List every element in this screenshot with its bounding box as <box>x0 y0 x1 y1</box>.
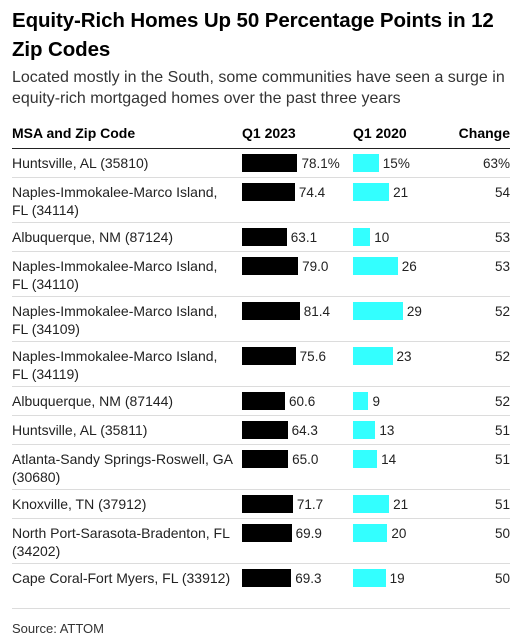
column-header-q1-2023: Q1 2023 <box>242 125 296 141</box>
change-value: 52 <box>494 394 510 409</box>
row-label: North Port-Sarasota-Bradenton, FL (34202… <box>12 525 230 559</box>
value-label-q1-2023: 69.9 <box>295 526 322 541</box>
row-label: Huntsville, AL (35811) <box>12 422 148 438</box>
value-label-q1-2020: 9 <box>372 394 380 409</box>
bar-q1-2023 <box>242 302 300 320</box>
row-label: Albuquerque, NM (87144) <box>12 393 174 409</box>
value-label-q1-2023: 78.1% <box>301 156 340 171</box>
row-label: Naples-Immokalee-Marco Island, FL (34119… <box>12 348 218 382</box>
table-row: Albuquerque, NM (87144) 60.6 9 52 <box>12 387 510 416</box>
bar-q1-2023 <box>242 154 298 172</box>
value-label-q1-2020: 23 <box>396 349 412 364</box>
row-label: Naples-Immokalee-Marco Island, FL (34114… <box>12 184 218 218</box>
bar-q1-2020 <box>353 495 390 513</box>
bar-q1-2023 <box>242 450 289 468</box>
table-row: Knoxville, TN (37912) 71.7 21 51 <box>12 490 510 519</box>
value-label-q1-2023: 69.3 <box>295 571 322 586</box>
column-header-msa: MSA and Zip Code <box>12 125 136 141</box>
change-value: 54 <box>494 185 510 200</box>
row-label: Huntsville, AL (35810) <box>12 155 149 171</box>
value-label-q1-2020: 10 <box>374 230 390 245</box>
bar-q1-2023 <box>242 495 293 513</box>
bar-q1-2023 <box>242 392 286 410</box>
change-value: 63% <box>482 156 510 171</box>
table-body: Huntsville, AL (35810) 78.1% 15% 63% Naples-… <box>12 149 510 609</box>
row-label: Atlanta-Sandy Springs-Roswell, GA (30680… <box>12 451 233 485</box>
chart-title: Equity-Rich Homes Up 50 Percentage Point… <box>12 9 494 61</box>
bar-q1-2023 <box>242 569 292 587</box>
value-label-q1-2023: 79.0 <box>302 259 329 274</box>
row-label: Knoxville, TN (37912) <box>12 496 147 512</box>
change-value: 50 <box>494 526 510 541</box>
change-value: 50 <box>494 571 510 586</box>
bar-q1-2020 <box>353 183 390 201</box>
bar-q1-2020 <box>353 347 393 365</box>
value-label-q1-2023: 63.1 <box>290 230 318 245</box>
source-note: Source: ATTOM <box>12 621 104 636</box>
table-row: North Port-Sarasota-Bradenton, FL (34202… <box>12 519 510 564</box>
change-value: 52 <box>494 349 510 364</box>
bar-q1-2020 <box>353 257 398 275</box>
bar-q1-2020 <box>353 569 386 587</box>
bar-q1-2023 <box>242 257 299 275</box>
value-label-q1-2020: 15% <box>382 156 410 171</box>
table-row: Cape Coral-Fort Myers, FL (33912) 69.3 19 5… <box>12 564 510 609</box>
table-row: Huntsville, AL (35810) 78.1% 15% 63% <box>12 149 510 178</box>
bar-q1-2020 <box>353 524 388 542</box>
bar-q1-2023 <box>242 524 292 542</box>
table-row: Atlanta-Sandy Springs-Roswell, GA (30680… <box>12 445 510 490</box>
bar-q1-2020 <box>353 302 403 320</box>
row-label: Naples-Immokalee-Marco Island, FL (34110… <box>12 258 218 292</box>
change-value: 52 <box>494 304 510 319</box>
table-row: Huntsville, AL (35811) 64.3 13 51 <box>12 416 510 445</box>
value-label-q1-2023: 60.6 <box>289 394 316 409</box>
change-value: 53 <box>494 259 510 274</box>
table-row: Naples-Immokalee-Marco Island, FL (34114… <box>12 178 510 223</box>
value-label-q1-2020: 14 <box>381 452 397 467</box>
bar-q1-2023 <box>242 421 288 439</box>
change-value: 51 <box>494 423 510 438</box>
table-row: Naples-Immokalee-Marco Island, FL (34119… <box>12 342 510 387</box>
bar-q1-2023 <box>242 183 295 201</box>
value-label-q1-2023: 64.3 <box>291 423 318 438</box>
value-label-q1-2020: 21 <box>393 185 409 200</box>
value-label-q1-2020: 26 <box>401 259 417 274</box>
table-row: Naples-Immokalee-Marco Island, FL (34109… <box>12 297 510 342</box>
bar-q1-2020 <box>353 228 371 246</box>
value-label-q1-2020: 29 <box>406 304 422 319</box>
value-label-q1-2023: 75.6 <box>299 349 326 364</box>
change-value: 51 <box>494 452 510 467</box>
value-label-q1-2023: 71.7 <box>296 497 324 512</box>
value-label-q1-2023: 65.0 <box>292 452 319 467</box>
row-label: Naples-Immokalee-Marco Island, FL (34109… <box>12 303 218 337</box>
bar-q1-2020 <box>353 392 369 410</box>
bar-q1-2020 <box>353 450 378 468</box>
table-row: Naples-Immokalee-Marco Island, FL (34110… <box>12 252 510 297</box>
table-header: MSA and Zip Code Q1 2023 Q1 2020 Change <box>12 118 510 149</box>
data-table: MSA and Zip Code Q1 2023 Q1 2020 Change … <box>12 118 510 609</box>
change-value: 53 <box>494 230 510 245</box>
bar-q1-2020 <box>353 154 379 172</box>
change-value: 51 <box>494 497 510 512</box>
chart-subtitle: Located mostly in the South, some commun… <box>12 69 505 107</box>
bar-q1-2020 <box>353 421 376 439</box>
value-label-q1-2020: 19 <box>389 571 405 586</box>
value-label-q1-2023: 81.4 <box>303 304 331 319</box>
bar-q1-2023 <box>242 228 287 246</box>
column-header-change: Change <box>458 125 510 141</box>
row-label: Albuquerque, NM (87124) <box>12 229 174 245</box>
value-label-q1-2020: 20 <box>391 526 407 541</box>
value-label-q1-2020: 13 <box>379 423 395 438</box>
bar-q1-2023 <box>242 347 296 365</box>
value-label-q1-2023: 74.4 <box>298 185 326 200</box>
table-row: Albuquerque, NM (87124) 63.1 10 53 <box>12 223 510 252</box>
column-header-q1-2020: Q1 2020 <box>353 125 407 141</box>
value-label-q1-2020: 21 <box>393 497 409 512</box>
row-label: Cape Coral-Fort Myers, FL (33912) <box>12 570 231 586</box>
